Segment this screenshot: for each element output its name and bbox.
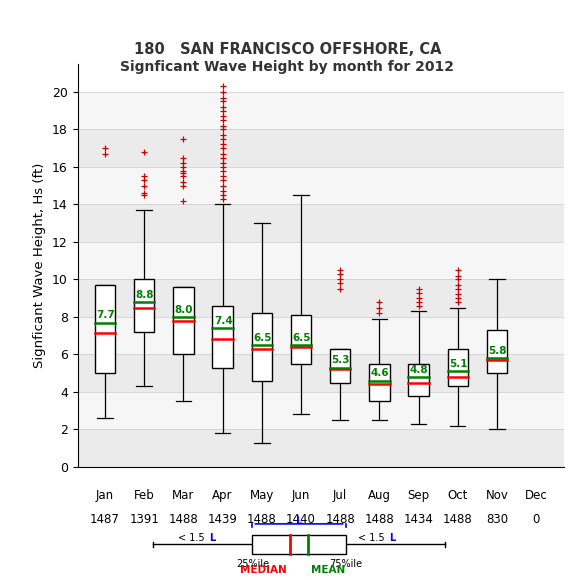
Bar — [369, 364, 389, 401]
Text: Jul: Jul — [333, 489, 347, 502]
Bar — [486, 330, 507, 373]
Bar — [291, 315, 311, 364]
Text: Sep: Sep — [408, 489, 430, 502]
Text: 1440: 1440 — [286, 513, 316, 526]
Bar — [78, 92, 564, 129]
Bar — [78, 204, 564, 242]
Text: Jun: Jun — [292, 489, 310, 502]
Text: 1488: 1488 — [168, 513, 198, 526]
Bar — [78, 167, 564, 204]
Text: May: May — [250, 489, 274, 502]
Bar — [78, 429, 564, 467]
Text: 7.4: 7.4 — [214, 316, 233, 326]
Text: Jan: Jan — [96, 489, 114, 502]
Bar — [78, 242, 564, 280]
Text: 5.1: 5.1 — [449, 359, 467, 369]
Text: 75%ile: 75%ile — [329, 559, 362, 568]
Text: L: L — [389, 533, 395, 543]
Bar — [78, 280, 564, 317]
Text: L: L — [209, 533, 215, 543]
Text: 1488: 1488 — [247, 513, 277, 526]
Bar — [134, 280, 155, 332]
Bar — [447, 349, 468, 386]
Bar — [173, 287, 194, 354]
Text: L: L — [296, 516, 302, 525]
Bar — [78, 317, 564, 354]
Bar — [252, 313, 272, 380]
Text: 6.5: 6.5 — [292, 333, 311, 343]
Text: 0: 0 — [532, 513, 540, 526]
Text: Nov: Nov — [485, 489, 508, 502]
Text: 1439: 1439 — [208, 513, 237, 526]
Text: 5.8: 5.8 — [488, 346, 507, 356]
Text: 1488: 1488 — [365, 513, 394, 526]
Bar — [78, 129, 564, 167]
Text: 1488: 1488 — [325, 513, 355, 526]
Text: 830: 830 — [486, 513, 508, 526]
Text: 7.7: 7.7 — [97, 310, 115, 320]
Bar — [78, 354, 564, 392]
Text: MEDIAN: MEDIAN — [240, 565, 286, 575]
Text: Mar: Mar — [172, 489, 194, 502]
Text: MEAN: MEAN — [312, 565, 346, 575]
Text: Signficant Wave Height by month for 2012: Signficant Wave Height by month for 2012 — [121, 60, 454, 74]
Text: 180   SAN FRANCISCO OFFSHORE, CA: 180 SAN FRANCISCO OFFSHORE, CA — [134, 42, 441, 57]
Bar — [330, 349, 350, 383]
Text: 1391: 1391 — [129, 513, 159, 526]
Bar — [408, 364, 429, 396]
Y-axis label: Signficant Wave Height, Hs (ft): Signficant Wave Height, Hs (ft) — [33, 162, 47, 368]
Text: 1488: 1488 — [443, 513, 473, 526]
Text: Dec: Dec — [525, 489, 547, 502]
Text: < 1.5: < 1.5 — [178, 533, 208, 543]
Bar — [252, 535, 346, 554]
Text: 1434: 1434 — [404, 513, 434, 526]
Text: Feb: Feb — [134, 489, 155, 502]
Text: 8.8: 8.8 — [136, 289, 154, 300]
Text: < 1.5: < 1.5 — [358, 533, 388, 543]
Bar — [78, 392, 564, 429]
Text: Aug: Aug — [368, 489, 391, 502]
Text: 25%ile: 25%ile — [236, 559, 269, 568]
Text: 6.5: 6.5 — [253, 333, 271, 343]
Bar — [95, 285, 115, 373]
Bar — [212, 306, 233, 368]
Text: 4.6: 4.6 — [371, 368, 389, 378]
Text: 1487: 1487 — [90, 513, 120, 526]
Text: 8.0: 8.0 — [175, 304, 193, 315]
Text: 5.3: 5.3 — [332, 356, 350, 365]
Text: 4.8: 4.8 — [410, 365, 428, 375]
Text: Oct: Oct — [447, 489, 468, 502]
Text: Apr: Apr — [212, 489, 233, 502]
